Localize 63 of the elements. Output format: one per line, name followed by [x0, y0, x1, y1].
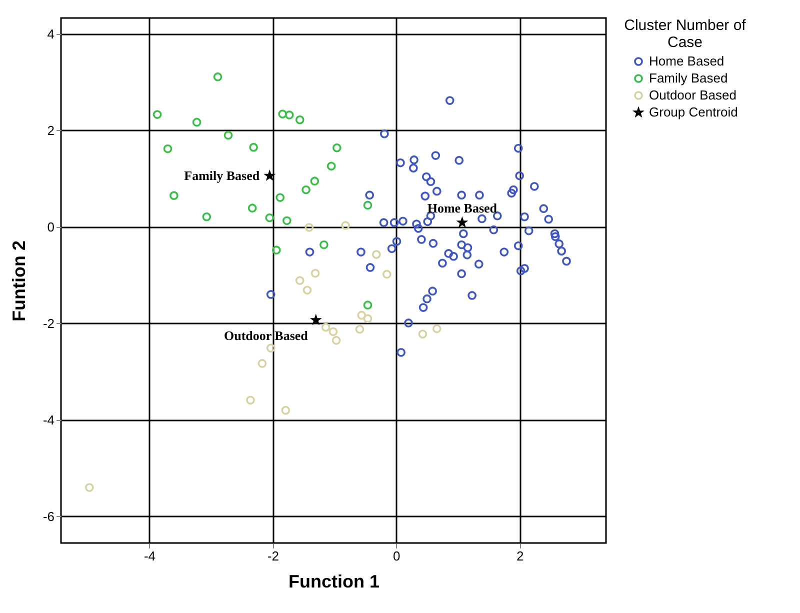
point: [192, 118, 202, 127]
annotation: Family Based: [184, 168, 260, 183]
point: [272, 246, 281, 255]
point: [202, 212, 212, 222]
x-tick-label: 2: [516, 548, 524, 564]
point: [302, 286, 312, 295]
point: [357, 310, 366, 320]
point: [282, 216, 292, 226]
y-tick-label: -4: [42, 412, 54, 428]
point: [372, 250, 381, 259]
point: [363, 314, 372, 324]
y-tick-label: -6: [42, 508, 54, 524]
point: [332, 336, 341, 345]
point: [295, 115, 304, 124]
legend-label: Group Centroid: [649, 104, 738, 120]
annotation: Outdoor Based: [224, 328, 309, 344]
point: [84, 483, 94, 492]
legend-label: Family Based: [649, 70, 728, 86]
y-tick-label: 2: [47, 122, 54, 138]
point: [302, 185, 310, 194]
point: [249, 142, 258, 152]
point: [304, 222, 314, 232]
point: [213, 72, 222, 82]
point: [278, 110, 288, 118]
point: [276, 193, 285, 202]
x-axis-title: Function 1: [288, 572, 380, 592]
y-tick-label: 0: [47, 219, 54, 234]
annotation: Home Based: [427, 200, 498, 216]
point: [224, 130, 233, 140]
legend-label: Outdoor Based: [649, 88, 736, 102]
point: [355, 324, 364, 334]
legend-label: Home Based: [649, 54, 724, 68]
legend-title: Cluster Number of Case: [624, 17, 747, 51]
point: [152, 110, 162, 119]
point: [363, 200, 372, 210]
y-axis-title: Funtion 2: [8, 240, 29, 322]
x-tick-label: -2: [267, 548, 279, 564]
point: [328, 327, 338, 336]
y-tick-label: 4: [47, 26, 54, 42]
point: [248, 204, 257, 213]
point: [363, 300, 372, 310]
point: [295, 276, 304, 285]
x-tick-label: -4: [144, 548, 156, 564]
point: [432, 324, 442, 334]
point: [281, 406, 290, 415]
point: [418, 330, 428, 338]
point: [326, 162, 336, 171]
point: [321, 322, 330, 332]
point: [382, 270, 392, 279]
point: [258, 359, 267, 368]
point: [265, 213, 274, 222]
point: [310, 268, 320, 278]
point: [246, 396, 255, 405]
point: [319, 240, 328, 250]
point: [341, 221, 350, 230]
point: [284, 110, 294, 120]
point: [310, 176, 320, 186]
point: [266, 344, 276, 352]
point: [163, 144, 172, 154]
point: [170, 191, 178, 200]
x-tick-label: 0: [393, 548, 400, 564]
point: [332, 143, 342, 152]
y-tick-label: -2: [42, 316, 54, 331]
